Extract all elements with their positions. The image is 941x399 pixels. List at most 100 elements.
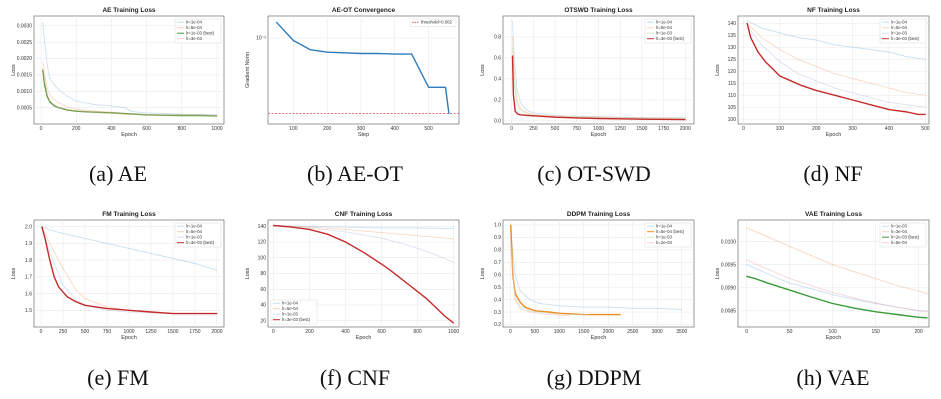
data-point — [216, 313, 218, 315]
data-point — [110, 105, 112, 107]
data-point — [426, 298, 428, 300]
data-point — [363, 251, 364, 253]
y-tick-label: 0.6 — [494, 272, 501, 278]
data-point — [750, 37, 752, 39]
data-point — [512, 47, 513, 48]
data-point — [767, 268, 769, 270]
y-axis-label: Loss — [11, 267, 17, 279]
data-point — [870, 104, 872, 106]
data-point — [832, 291, 834, 293]
data-point — [519, 101, 521, 103]
data-point — [272, 225, 274, 226]
x-tick-label: 500 — [81, 329, 90, 335]
data-point — [46, 87, 48, 89]
y-tick-label: 1.0 — [494, 223, 501, 229]
data-point — [510, 243, 512, 245]
data-point — [779, 61, 781, 63]
y-tick-label: 1.6 — [25, 291, 32, 297]
data-point — [746, 20, 748, 22]
y-tick-label: 2.0 — [25, 224, 32, 230]
chart-panel-aeot: 100 200 300 400 500 10⁻² AE-OT Convergence Step… — [245, 7, 460, 138]
data-point — [789, 282, 791, 284]
y-tick-label: 0.5 — [494, 285, 501, 291]
data-point — [172, 258, 174, 259]
data-point — [381, 232, 382, 234]
data-point — [906, 92, 908, 94]
legend-label: lr=1e-03 — [186, 235, 202, 240]
x-tick-label: 300 — [848, 126, 857, 132]
series-line-0 — [273, 225, 454, 230]
data-point — [216, 269, 218, 271]
data-point — [42, 61, 44, 63]
data-point — [641, 118, 643, 120]
data-point — [128, 113, 130, 115]
data-point — [588, 314, 590, 316]
y-axis-label: Loss — [480, 64, 486, 76]
data-point — [62, 268, 64, 269]
y-tick-label: 1.9 — [25, 241, 32, 247]
data-point — [128, 309, 130, 311]
data-point — [125, 107, 126, 109]
chart-title: AE Training Loss — [102, 7, 155, 14]
x-axis-label: Epoch — [591, 132, 607, 138]
data-point — [44, 41, 46, 43]
data-point — [448, 113, 450, 114]
data-point — [381, 237, 382, 239]
panel-caption: (h) VAE — [796, 365, 869, 390]
data-point — [852, 99, 854, 101]
data-point — [924, 113, 926, 115]
data-point — [453, 262, 455, 263]
x-tick-label: 200 — [323, 126, 332, 132]
legend-label: lr=5e-04 (best) — [656, 229, 685, 234]
data-point — [345, 226, 346, 228]
y-tick-label: 0.2 — [494, 98, 501, 104]
data-point — [66, 106, 68, 108]
x-tick-label: 500 — [551, 126, 560, 132]
data-point — [852, 77, 854, 79]
data-point — [444, 315, 446, 317]
x-tick-label: 200 — [915, 329, 924, 335]
series-line-1 — [746, 227, 928, 295]
y-axis-label: Loss — [715, 267, 721, 279]
data-point — [598, 118, 599, 119]
data-point — [163, 113, 165, 114]
data-point — [632, 307, 634, 309]
y-tick-label: 140 — [728, 21, 737, 27]
x-tick-label: 0 — [742, 126, 745, 132]
data-point — [797, 37, 799, 39]
data-point — [810, 285, 812, 286]
data-point — [554, 116, 556, 118]
data-point — [75, 110, 77, 112]
data-point — [49, 242, 51, 244]
data-point — [746, 275, 748, 277]
x-tick-label: 1000 — [448, 329, 459, 335]
x-tick-label: 100 — [776, 126, 785, 132]
x-tick-label: 600 — [377, 329, 386, 335]
x-tick-label: 100 — [289, 126, 298, 132]
data-point — [757, 51, 759, 53]
data-point — [453, 228, 455, 230]
data-point — [764, 61, 766, 63]
chart-title: FM Training Loss — [102, 211, 156, 218]
data-point — [746, 264, 748, 266]
data-point — [517, 113, 519, 115]
x-axis-label: Epoch — [826, 335, 842, 341]
data-point — [529, 310, 531, 312]
data-point — [875, 278, 877, 280]
data-point — [918, 310, 920, 312]
data-point — [607, 314, 609, 316]
data-point — [519, 290, 521, 292]
data-point — [326, 51, 328, 53]
legend-label: lr=5e-04 — [186, 25, 202, 30]
y-tick-label: 1.7 — [25, 275, 32, 281]
data-point — [810, 255, 812, 256]
legend-label: lr=1e-04 — [656, 20, 672, 25]
y-tick-label: 0.0020 — [17, 56, 33, 62]
data-point — [408, 284, 409, 285]
y-tick-label: 0.0025 — [17, 40, 33, 46]
